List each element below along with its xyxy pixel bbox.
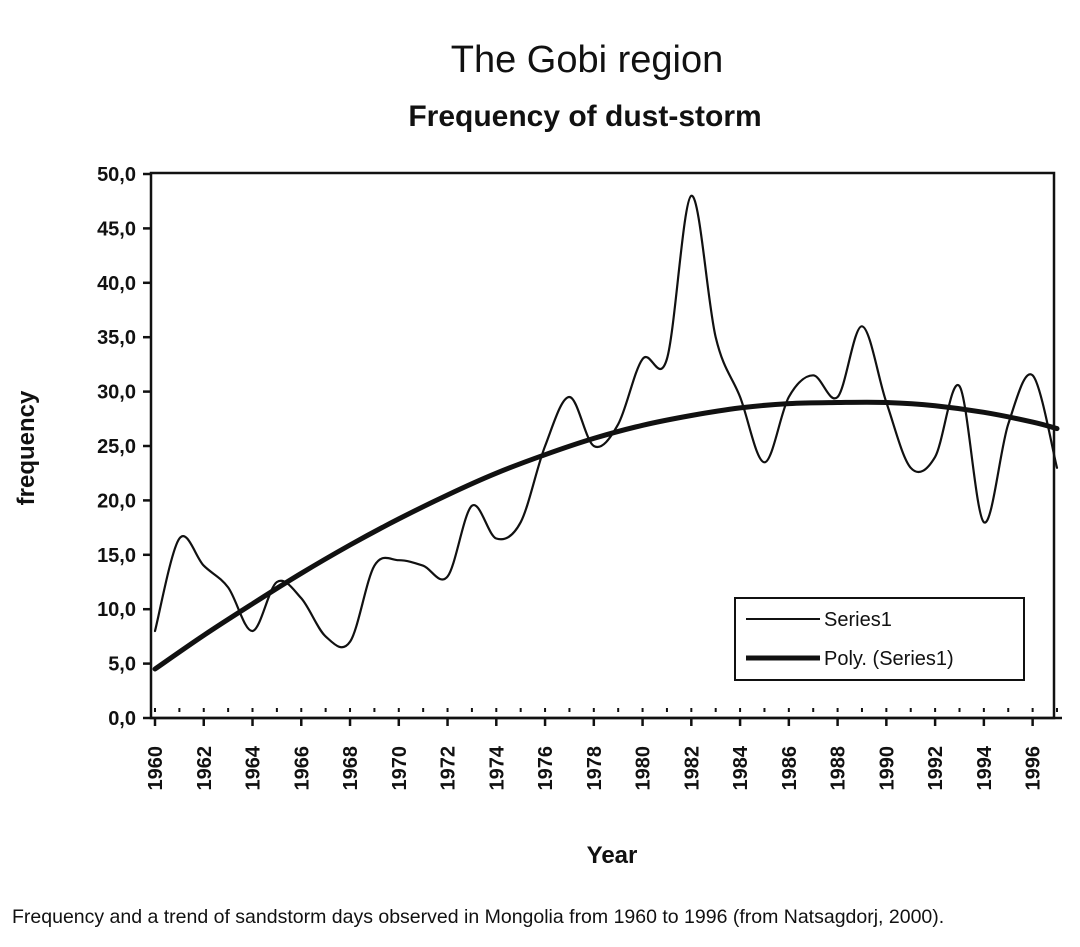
x-tick-label: 1964 bbox=[243, 745, 265, 790]
x-tick-label: 1960 bbox=[145, 746, 167, 791]
x-tick-label: 1970 bbox=[389, 746, 411, 791]
y-tick-label: 40,0 bbox=[97, 273, 136, 295]
series-layer bbox=[152, 194, 1060, 672]
x-tick-label: 1972 bbox=[438, 746, 460, 791]
x-tick-label: 1974 bbox=[486, 745, 508, 790]
y-tick-label: 20,0 bbox=[97, 490, 136, 512]
x-axis-ticks: 1960 1962 1964 1966 1968 1970 1972 1974 1976 1978… bbox=[145, 708, 1058, 791]
x-axis-label: Year bbox=[587, 842, 638, 869]
chart-subtitle: Frequency of dust-storm bbox=[408, 100, 761, 133]
x-tick-label: 1984 bbox=[730, 745, 752, 790]
y-tick-label: 10,0 bbox=[97, 599, 136, 621]
legend-box bbox=[734, 597, 1025, 681]
x-tick-label: 1986 bbox=[779, 746, 801, 791]
x-tick-label: 1966 bbox=[291, 746, 313, 791]
legend-label-poly: Poly. (Series1) bbox=[824, 648, 954, 670]
y-tick-label: 5,0 bbox=[108, 654, 136, 676]
poly-trend-line bbox=[152, 399, 1060, 672]
y-tick-label: 30,0 bbox=[97, 382, 136, 404]
x-tick-label: 1962 bbox=[194, 746, 216, 791]
x-tick-label: 1996 bbox=[1023, 746, 1045, 791]
x-tick-label: 1976 bbox=[535, 746, 557, 791]
x-tick-label: 1988 bbox=[828, 746, 850, 791]
y-tick-label: 50,0 bbox=[97, 164, 136, 186]
figure-caption: Frequency and a trend of sandstorm days … bbox=[12, 906, 945, 928]
chart-title: The Gobi region bbox=[451, 39, 724, 81]
legend: Series1 Poly. (Series1) bbox=[734, 597, 1025, 681]
legend-label-series1: Series1 bbox=[824, 609, 892, 631]
x-tick-label: 1980 bbox=[633, 746, 655, 791]
y-tick-label: 15,0 bbox=[97, 545, 136, 567]
x-tick-label: 1990 bbox=[876, 746, 898, 791]
x-tick-label: 1992 bbox=[925, 746, 947, 791]
y-axis-ticks: 0,0 5,0 10,0 15,0 20,0 25,0 30,0 35,0 40,0 45,0 50… bbox=[97, 164, 151, 730]
y-tick-label: 45,0 bbox=[97, 218, 136, 240]
y-tick-label: 25,0 bbox=[97, 436, 136, 458]
chart: The Gobi region Frequency of dust-storm … bbox=[13, 39, 1062, 869]
x-tick-label: 1994 bbox=[974, 745, 996, 790]
y-axis-label: frequency bbox=[13, 390, 40, 505]
y-tick-label: 35,0 bbox=[97, 327, 136, 349]
series1-line bbox=[153, 194, 1059, 649]
y-tick-label: 0,0 bbox=[108, 708, 136, 730]
x-tick-label: 1982 bbox=[681, 746, 703, 791]
x-tick-label: 1978 bbox=[584, 746, 606, 791]
x-tick-label: 1968 bbox=[340, 746, 362, 791]
